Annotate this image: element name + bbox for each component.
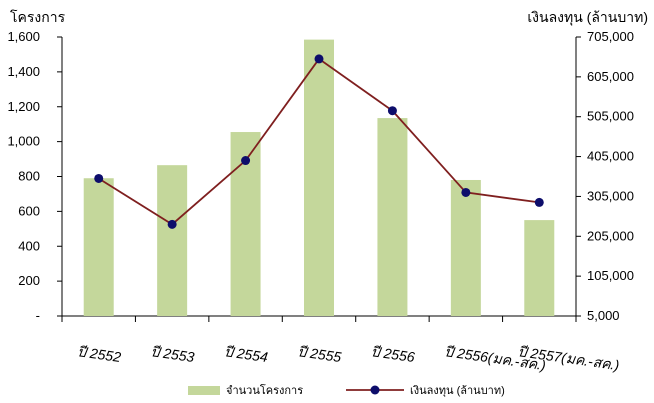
- category-label: ปี 2556: [370, 343, 416, 365]
- legend-line-marker: [370, 385, 380, 395]
- left-tick-label: 1,000: [7, 134, 40, 149]
- line-point: [314, 54, 324, 64]
- left-axis-title: โครงการ: [10, 9, 66, 25]
- left-tick-label: 1,400: [7, 64, 40, 79]
- line-point: [167, 219, 177, 229]
- line-point: [534, 197, 544, 207]
- line-point: [94, 173, 104, 183]
- bar: [304, 39, 334, 316]
- right-axis-title: เงินลงทุน (ล้านบาท): [527, 9, 648, 26]
- left-tick-label: 200: [18, 273, 40, 288]
- right-tick-label: 605,000: [587, 69, 634, 84]
- left-tick-label: -: [36, 308, 40, 323]
- legend-line-label: เงินลงทุน (ล้านบาท): [410, 385, 505, 397]
- line-point: [387, 106, 397, 116]
- right-tick-label: 105,000: [587, 268, 634, 283]
- right-tick-label: 705,000: [587, 29, 634, 44]
- bar: [377, 118, 408, 316]
- right-tick-label: 205,000: [587, 228, 634, 243]
- left-tick-label: 400: [18, 238, 40, 253]
- left-tick-label: 800: [18, 169, 40, 184]
- right-tick-label: 5,000: [587, 308, 620, 323]
- bar: [157, 165, 188, 316]
- bar: [524, 220, 555, 316]
- left-tick-label: 600: [18, 203, 40, 218]
- right-tick-label: 305,000: [587, 188, 634, 203]
- chart-legend: จำนวนโครงการ เงินลงทุน (ล้านบาท): [188, 383, 505, 397]
- legend-bar-label: จำนวนโครงการ: [226, 383, 303, 397]
- right-tick-label: 505,000: [587, 109, 634, 124]
- line-series: [94, 54, 544, 229]
- category-label: ปี 2553: [150, 343, 196, 365]
- category-label: ปี 2555: [297, 343, 343, 365]
- line-point: [241, 156, 251, 166]
- line-point: [461, 187, 471, 197]
- left-tick-label: 1,200: [7, 99, 40, 114]
- category-label: ปี 2552: [76, 343, 122, 365]
- category-label: ปี 2554: [223, 343, 269, 365]
- right-tick-label: 405,000: [587, 149, 634, 164]
- legend-bar-swatch: [188, 386, 220, 395]
- bar: [83, 178, 114, 316]
- category-labels: ปี 2552 ปี 2553 ปี 2554 ปี 2555 ปี 2556 ปี 25…: [76, 343, 620, 373]
- bar: [450, 179, 481, 316]
- bar-series: [83, 39, 555, 316]
- chart-axes: - 200 400 600 800 1,000 1,200 1,400 1,600 5,000 10…: [7, 29, 634, 323]
- left-tick-label: 1,600: [7, 29, 40, 44]
